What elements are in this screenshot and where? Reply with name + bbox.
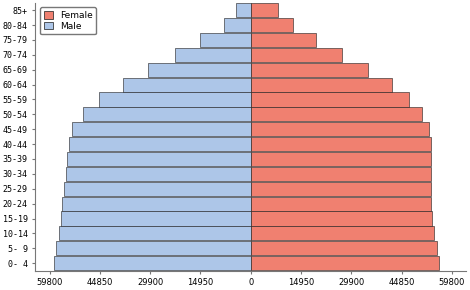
Bar [63, 197, 251, 211]
Bar [251, 197, 431, 211]
Bar [54, 256, 251, 270]
Bar [251, 63, 368, 77]
Bar [251, 18, 293, 32]
Bar [99, 93, 251, 106]
Bar [67, 152, 251, 166]
Bar [200, 33, 251, 47]
Bar [224, 18, 251, 32]
Bar [148, 63, 251, 77]
Bar [175, 48, 251, 62]
Bar [251, 33, 316, 47]
Bar [69, 137, 251, 151]
Bar [251, 3, 278, 17]
Bar [251, 256, 439, 270]
Bar [251, 182, 431, 196]
Bar [66, 167, 251, 181]
Bar [251, 122, 429, 136]
Bar [251, 241, 438, 255]
Bar [251, 137, 431, 151]
Bar [251, 48, 342, 62]
Bar [251, 77, 392, 92]
Bar [83, 107, 251, 122]
Bar [235, 3, 251, 17]
Legend: Female, Male: Female, Male [40, 7, 96, 34]
Bar [64, 182, 251, 196]
Bar [72, 122, 251, 136]
Bar [61, 211, 251, 226]
Bar [251, 211, 432, 226]
Bar [251, 107, 422, 122]
Bar [251, 152, 431, 166]
Bar [251, 226, 434, 240]
Bar [251, 167, 431, 181]
Bar [59, 226, 251, 240]
Bar [56, 241, 251, 255]
Bar [123, 77, 251, 92]
Bar [251, 93, 409, 106]
